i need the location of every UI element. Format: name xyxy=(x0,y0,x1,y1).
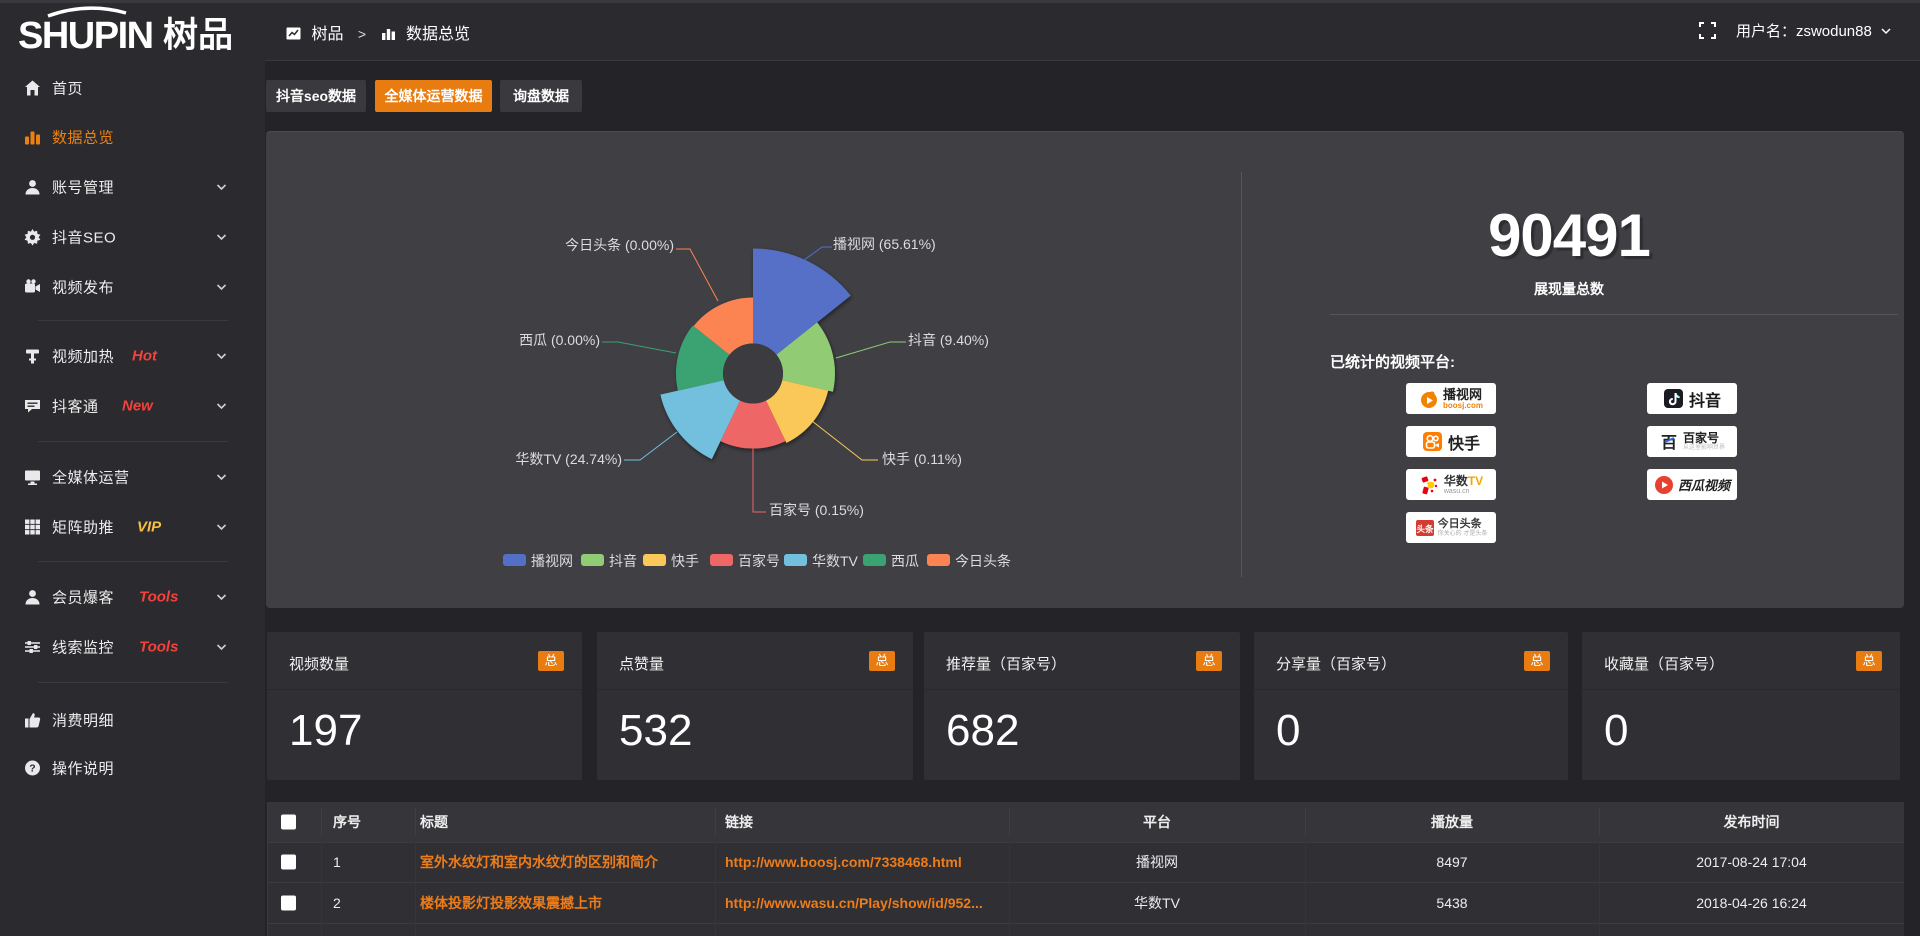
svg-text:百家号 (0.15%): 百家号 (0.15%) xyxy=(769,502,864,518)
svg-text:今日头条 (0.00%): 今日头条 (0.00%) xyxy=(565,237,674,253)
svg-text:快手: 快手 xyxy=(671,553,699,569)
svg-text:播视网: 播视网 xyxy=(531,553,573,569)
svg-text:西瓜: 西瓜 xyxy=(891,553,919,569)
svg-text:播视网 (65.61%): 播视网 (65.61%) xyxy=(833,236,936,252)
svg-text:华数TV (24.74%): 华数TV (24.74%) xyxy=(515,451,622,467)
svg-text:快手 (0.11%): 快手 (0.11%) xyxy=(882,451,962,467)
svg-text:百: 百 xyxy=(1661,434,1677,452)
svg-text:百家号: 百家号 xyxy=(738,553,780,569)
svg-text:头条: 头条 xyxy=(1416,524,1434,534)
svg-text:抖音 (9.40%): 抖音 (9.40%) xyxy=(908,332,989,348)
svg-text:?: ? xyxy=(29,763,35,775)
svg-text:树品: 树品 xyxy=(163,16,233,50)
svg-text:西瓜 (0.00%): 西瓜 (0.00%) xyxy=(519,332,600,348)
svg-text:今日头条: 今日头条 xyxy=(955,553,1011,569)
svg-text:华数TV: 华数TV xyxy=(812,553,859,569)
svg-text:抖音: 抖音 xyxy=(609,553,637,569)
svg-text:SHUPIN: SHUPIN xyxy=(18,15,153,50)
